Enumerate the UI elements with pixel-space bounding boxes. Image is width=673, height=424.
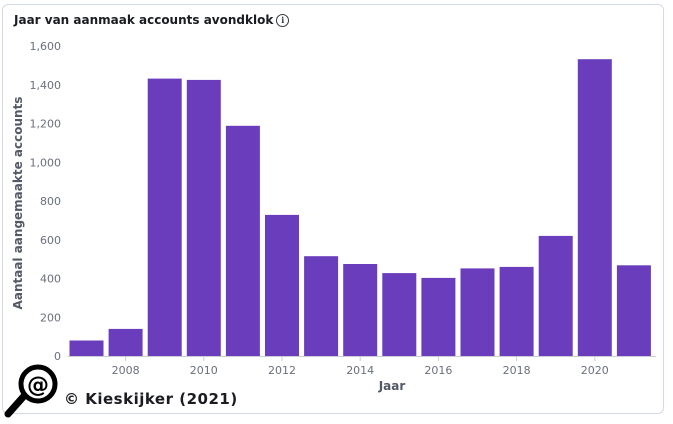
- panel-header: Jaar van aanmaak accounts avondklok i: [14, 13, 290, 27]
- y-tick-label: 800: [40, 195, 61, 208]
- bar-2008[interactable]: [108, 328, 143, 356]
- info-icon[interactable]: i: [276, 13, 290, 27]
- x-tick-label: 2016: [424, 364, 452, 377]
- y-axis: 0 200 400 600 800 1,000 1,200 1,400 1,600: [30, 40, 62, 363]
- y-tick-label: 200: [40, 311, 61, 324]
- x-tick-label: 2020: [581, 364, 609, 377]
- bar-2010[interactable]: [186, 79, 221, 357]
- panel-title: Jaar van aanmaak accounts avondklok: [14, 13, 274, 27]
- magnifier-at-icon: @: [2, 362, 60, 420]
- bar-2018[interactable]: [499, 266, 534, 356]
- bar-2014[interactable]: [343, 264, 378, 356]
- x-tick-label: 2010: [190, 364, 218, 377]
- x-tick-label: 2012: [268, 364, 296, 377]
- bar-series: [69, 59, 651, 357]
- y-axis-title: Aantaal aangemaakte accounts: [11, 97, 25, 310]
- y-tick-label: 1,000: [30, 156, 62, 169]
- bar-2011[interactable]: [225, 125, 260, 356]
- bar-2020[interactable]: [577, 59, 612, 356]
- x-axis-title: Jaar: [378, 379, 406, 393]
- y-tick-label: 400: [40, 273, 61, 286]
- svg-text:@: @: [27, 373, 49, 398]
- credit-text: © Kieskijker (2021): [64, 390, 238, 408]
- y-tick-label: 1,200: [30, 118, 62, 131]
- bar-2007[interactable]: [69, 340, 104, 357]
- bar-2015[interactable]: [382, 273, 417, 356]
- bar-2012[interactable]: [265, 214, 299, 356]
- bar-2013[interactable]: [304, 256, 339, 356]
- bar-2009[interactable]: [147, 78, 182, 356]
- y-tick-label: 1,600: [30, 40, 62, 53]
- bar-2019[interactable]: [538, 235, 573, 356]
- x-tick-label: 2018: [503, 364, 531, 377]
- x-tick-label: 2008: [112, 364, 140, 377]
- bar-2017[interactable]: [460, 268, 495, 356]
- x-axis: 2008 2010 2012 2014 2016 2018 2020: [112, 356, 609, 377]
- y-tick-label: 1,400: [30, 79, 62, 92]
- bar-2016[interactable]: [421, 277, 456, 356]
- bar-2021[interactable]: [616, 265, 651, 356]
- y-tick-label: 600: [40, 234, 61, 247]
- x-tick-label: 2014: [346, 364, 374, 377]
- y-tick-label: 0: [54, 350, 61, 363]
